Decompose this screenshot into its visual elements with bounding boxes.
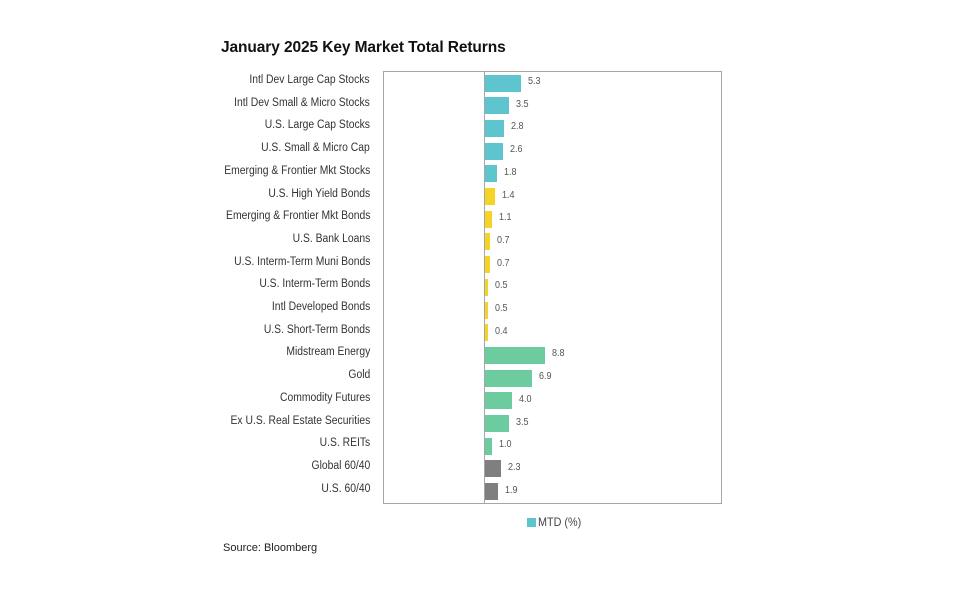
bar-value-label: 6.9 (538, 371, 552, 383)
category-label: U.S. Bank Loans (292, 232, 370, 245)
bar-value-label: 0.5 (495, 303, 508, 314)
bar-value-label: 1.1 (499, 212, 512, 224)
bar-value-label: 3.5 (515, 416, 529, 428)
bar-value-label: 2.3 (507, 461, 521, 473)
bar (485, 346, 545, 364)
bar-value-label: 4.0 (519, 393, 532, 405)
bar (485, 233, 490, 251)
legend-swatch (527, 517, 536, 527)
bar-value-label: 0.5 (495, 280, 508, 292)
category-label: Emerging & Frontier Mkt Stocks (223, 164, 370, 177)
bar (485, 165, 498, 183)
plot-area: 5.3 3.5 2.8 2.6 1.8 1.4 1.1 0.7 0.7 0.5 0.5 0.4 8.8 6… (383, 71, 722, 504)
legend-label: MTD (%) (538, 515, 582, 529)
bar-value-label: 1.0 (498, 439, 512, 451)
bar-value-label: 0.7 (496, 257, 510, 269)
chart-title: January 2025 Key Market Total Returns (221, 39, 506, 56)
bar-value-label: 5.3 (528, 76, 541, 87)
bar-value-label: 2.8 (511, 121, 524, 133)
category-label: U.S. High Yield Bonds (268, 187, 370, 200)
category-label: Intl Dev Small & Micro Stocks (234, 96, 370, 109)
category-label: Commodity Futures (279, 391, 370, 404)
category-label: Gold (348, 369, 370, 382)
category-label: U.S. Short-Term Bonds (263, 323, 370, 336)
category-label: Intl Developed Bonds (271, 301, 370, 313)
bar-value-label: 1.4 (501, 189, 515, 201)
bar (485, 324, 488, 342)
bar (485, 460, 501, 478)
bar (485, 97, 509, 115)
bar-value-label: 1.9 (504, 484, 518, 496)
bar-value-label: 0.7 (496, 234, 510, 246)
bar (485, 392, 513, 410)
category-label: Ex U.S. Real Estate Securities (230, 414, 370, 427)
bar (485, 256, 490, 274)
bar (485, 74, 522, 92)
bar (485, 415, 509, 432)
bar-value-label: 1.8 (504, 166, 517, 178)
category-label: Global 60/40 (311, 459, 370, 472)
category-label: Intl Dev Large Cap Stocks (249, 74, 370, 86)
category-label: U.S. Large Cap Stocks (264, 119, 370, 132)
bar-value-label: 0.4 (494, 325, 508, 337)
category-label: U.S. Small & Micro Cap (261, 142, 370, 155)
category-label: U.S. 60/40 (321, 482, 370, 495)
bar-value-label: 3.5 (515, 98, 529, 110)
bar (485, 437, 492, 455)
bar (485, 369, 532, 387)
bar (485, 119, 505, 137)
category-label: U.S. Interm-Term Muni Bonds (233, 255, 370, 268)
category-label: U.S. Interm-Term Bonds (258, 278, 370, 291)
source-note: Source: Bloomberg (223, 542, 318, 554)
bar-value-label: 8.8 (551, 348, 565, 360)
legend: MTD (%) (527, 515, 586, 529)
bar (485, 483, 498, 501)
bar-value-label: 2.6 (509, 144, 523, 156)
category-label: Midstream Energy (286, 346, 370, 359)
category-label: U.S. REITs (319, 437, 370, 450)
bar (485, 278, 489, 296)
bar (485, 188, 495, 205)
bar (485, 210, 493, 228)
zero-axis-line (484, 72, 485, 503)
bar (485, 142, 503, 160)
category-label: Emerging & Frontier Mkt Bonds (225, 210, 370, 223)
bar (485, 301, 489, 319)
